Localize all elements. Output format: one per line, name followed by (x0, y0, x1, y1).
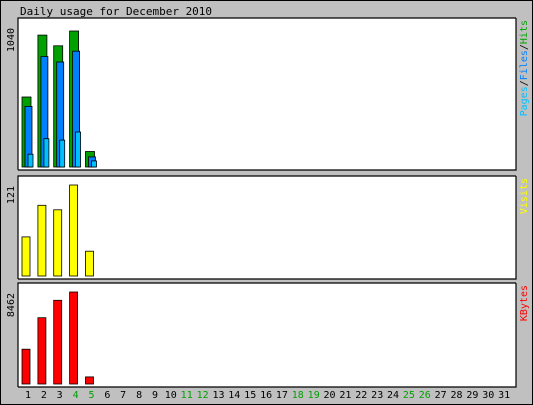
day-label-5: 5 (88, 390, 94, 401)
panel-visits-max-label: 121 (6, 186, 17, 204)
day-label-4: 4 (73, 390, 79, 401)
panel-visits-fill (18, 176, 516, 279)
bar-pages-day-5 (91, 160, 97, 168)
day-label-25: 25 (403, 390, 415, 401)
bar-visits-day-5 (85, 250, 94, 277)
day-label-7: 7 (120, 390, 126, 401)
panel-kbytes-fill (18, 283, 516, 387)
bar-pages-day-4 (75, 131, 81, 168)
day-label-6: 6 (104, 390, 110, 401)
bar-kbytes-day-3 (53, 299, 63, 385)
day-label-22: 22 (355, 390, 367, 401)
bar-kbytes-day-1 (21, 348, 31, 385)
legend-hits: Hits (519, 20, 530, 44)
day-label-19: 19 (308, 390, 320, 401)
day-label-9: 9 (152, 390, 158, 401)
bar-visits-day-3 (53, 209, 63, 277)
day-label-2: 2 (41, 390, 47, 401)
day-label-16: 16 (260, 390, 272, 401)
panel-visits-edge-light (18, 176, 517, 280)
chart-title: Daily usage for December 2010 (20, 5, 212, 18)
day-label-23: 23 (371, 390, 383, 401)
bar-kbytes-day-4 (69, 291, 78, 385)
legend-files: Files (519, 50, 530, 80)
legend-separator: / (519, 80, 530, 86)
day-label-28: 28 (450, 390, 462, 401)
day-label-29: 29 (466, 390, 478, 401)
legend-pages: Pages (519, 86, 530, 116)
bar-visits-day-4 (69, 184, 78, 277)
legend-kbytes: KBytes (519, 285, 530, 321)
day-label-26: 26 (419, 390, 431, 401)
day-label-10: 10 (165, 390, 177, 401)
panel-visits (17, 175, 517, 280)
bar-pages-day-3 (59, 139, 66, 168)
day-label-27: 27 (435, 390, 447, 401)
day-label-11: 11 (181, 390, 193, 401)
day-label-30: 30 (482, 390, 494, 401)
day-label-20: 20 (323, 390, 335, 401)
panel-visits-legend: Visits (519, 178, 530, 214)
day-label-8: 8 (136, 390, 142, 401)
day-label-31: 31 (498, 390, 510, 401)
day-label-12: 12 (197, 390, 209, 401)
day-label-14: 14 (228, 390, 240, 401)
panel-hits (17, 17, 517, 171)
day-label-17: 17 (276, 390, 288, 401)
panel-hits-edge-light (18, 18, 517, 171)
panel-hits-fill (18, 18, 516, 170)
day-label-18: 18 (292, 390, 304, 401)
panel-kbytes-edge-light (18, 283, 517, 388)
panel-kbytes-legend: KBytes (519, 285, 530, 321)
panel-hits-max-label: 1040 (6, 28, 17, 52)
bar-kbytes-day-5 (85, 376, 94, 385)
panel-kbytes-max-label: 8462 (6, 293, 17, 317)
panel-kbytes (17, 282, 517, 388)
day-label-3: 3 (57, 390, 63, 401)
bar-visits-day-2 (37, 204, 47, 277)
bar-pages-day-2 (43, 138, 50, 168)
day-label-21: 21 (339, 390, 351, 401)
bar-pages-day-1 (27, 153, 34, 168)
day-label-15: 15 (244, 390, 256, 401)
panel-kbytes-edge-dark (17, 282, 516, 387)
panel-hits-legend: Pages/Files/Hits (519, 20, 530, 116)
bar-kbytes-day-2 (37, 317, 47, 385)
legend-visits: Visits (519, 178, 530, 214)
legend-separator: / (519, 44, 530, 50)
panel-visits-edge-dark (17, 175, 516, 279)
day-label-24: 24 (387, 390, 399, 401)
day-label-1: 1 (25, 390, 31, 401)
bar-visits-day-1 (21, 236, 31, 277)
day-label-13: 13 (212, 390, 224, 401)
panel-hits-edge-dark (17, 17, 516, 170)
